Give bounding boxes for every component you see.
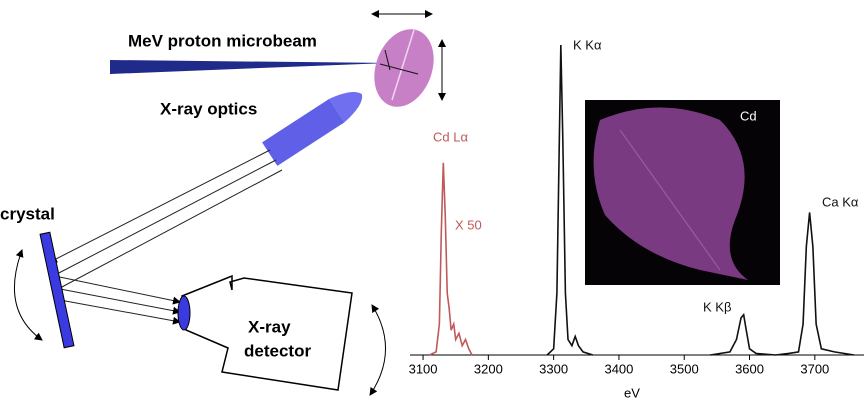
rotation-arrow [14, 250, 42, 340]
leaf-sample [364, 14, 444, 115]
crystal [40, 232, 74, 348]
x-tick-label: 3600 [735, 361, 764, 376]
crystal-label: crystal [0, 204, 55, 223]
annotation: K Kβ [703, 299, 731, 314]
spectrum-line [430, 163, 472, 355]
x-tick-label: 3300 [539, 361, 568, 376]
cd-map-image [585, 100, 780, 285]
rotation-arrow [370, 305, 386, 395]
annotation: Ca Kα [822, 194, 859, 209]
annotation: Cd [740, 108, 757, 123]
proton-beam [110, 60, 388, 74]
beam-label: MeV proton microbeam [128, 31, 317, 50]
x-axis-label: eV [624, 385, 640, 400]
x-ray-optics [262, 82, 370, 165]
detector-label: detector [244, 341, 311, 360]
annotation: Cd Lα [433, 129, 468, 144]
figure: MeV proton microbeam X-ray optics crysta… [0, 0, 864, 406]
x-tick-label: 3500 [670, 361, 699, 376]
optics-label: X-ray optics [160, 99, 257, 118]
x-tick-label: 3200 [474, 361, 503, 376]
annotation: K Kα [573, 37, 602, 52]
x-tick-label: 3100 [409, 361, 438, 376]
x-tick-label: 3400 [604, 361, 633, 376]
x-tick-label: 3700 [800, 361, 829, 376]
annotation: X 50 [455, 217, 482, 232]
detector-label: X-ray [248, 317, 291, 336]
